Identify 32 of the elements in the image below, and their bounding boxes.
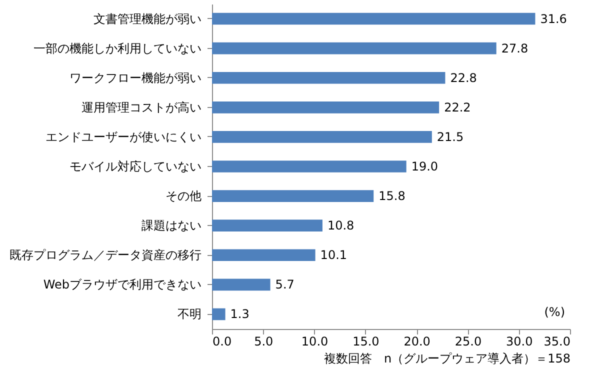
data-label: 19.0: [411, 160, 438, 174]
data-label: 15.8: [378, 189, 406, 204]
x-tick-label: 15.0: [352, 334, 380, 348]
y-tick-label: 課題はない: [142, 218, 202, 233]
data-label: 22.2: [444, 100, 471, 114]
data-label: 5.7: [275, 278, 294, 292]
y-tick-label: 運用管理コストが高い: [82, 100, 202, 114]
x-tick-label: 5.0: [254, 334, 274, 348]
x-tick-label: 0.0: [212, 334, 232, 348]
data-label: 21.5: [436, 130, 464, 144]
y-tick-label: ワークフロー機能が弱い: [70, 70, 202, 85]
data-label: 1.3: [230, 307, 250, 322]
x-tick-label: 35.0: [544, 334, 570, 348]
data-label: 10.8: [327, 218, 354, 233]
y-tick-label: モバイル対応していない: [70, 160, 202, 174]
y-tick-label: Webブラウザで利用できない: [43, 278, 202, 292]
x-tick-label: 20.0: [404, 334, 430, 348]
y-tick-label: 一部の機能しか利用していない: [34, 41, 202, 56]
y-tick-label: その他: [166, 189, 202, 204]
y-tick-label: 文書管理機能が弱い: [94, 12, 202, 26]
x-axis-title: 複数回答 n（グループウェア導入者）＝158: [324, 352, 570, 366]
y-tick-label: 不明: [178, 307, 202, 322]
x-tick-label: 30.0: [506, 334, 533, 348]
data-label: 31.6: [540, 12, 567, 26]
x-tick-label: 25.0: [454, 334, 482, 348]
data-label: 27.8: [501, 41, 528, 56]
annotation: (%): [544, 305, 565, 319]
data-label: 22.8: [450, 70, 477, 85]
y-tick-label: エンドユーザーが使いにくい: [46, 130, 202, 144]
y-tick-label: 既存プログラム／データ資産の移行: [10, 248, 202, 262]
data-label: 10.1: [320, 248, 348, 262]
x-tick-label: 10.0: [301, 334, 328, 348]
